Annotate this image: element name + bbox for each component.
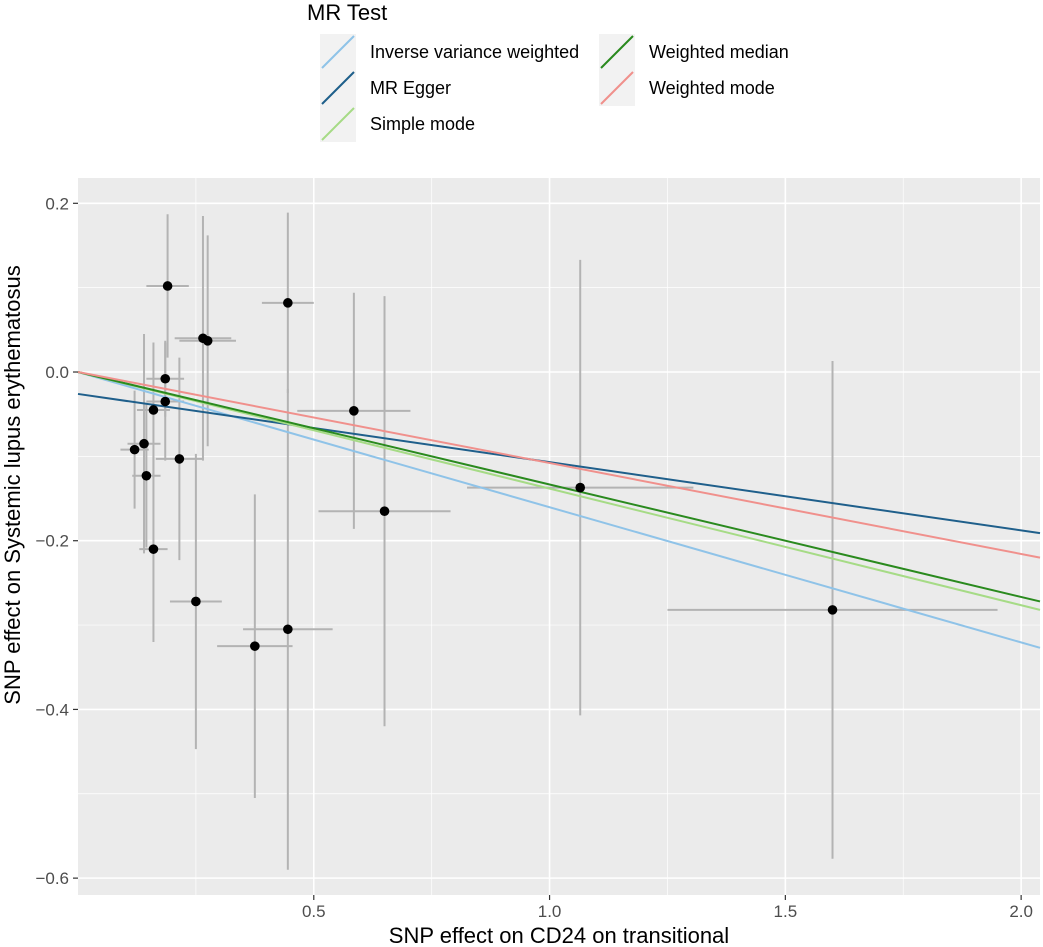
legend-key-line (321, 71, 355, 105)
data-point (379, 506, 390, 516)
data-point (349, 406, 359, 416)
data-point (191, 596, 201, 607)
y-tick-label: −0.4 (35, 700, 69, 719)
legend-label: Simple mode (370, 114, 475, 134)
legend-title: MR Test (307, 0, 387, 25)
legend-label: Weighted mode (649, 78, 775, 98)
data-point (202, 336, 213, 346)
x-tick-label: 0.5 (302, 902, 326, 921)
data-point (162, 281, 173, 291)
data-point (575, 482, 586, 493)
data-point (283, 298, 293, 308)
data-point (129, 444, 140, 455)
legend-label: Inverse variance weighted (370, 42, 579, 62)
legend-key-line (321, 35, 355, 69)
legend-key-line (600, 35, 634, 69)
y-tick-label: 0.0 (45, 363, 69, 382)
fit-line-weighted-mode (77, 371, 1041, 559)
fit-line-simple-mode (77, 371, 1041, 611)
legend: MR Test Inverse variance weighted MR Egge… (307, 0, 789, 142)
y-tick-label: −0.6 (35, 869, 69, 888)
legend-key-line (321, 107, 355, 141)
data-point (148, 405, 159, 415)
data-point (283, 624, 293, 635)
data-point (250, 641, 260, 651)
data-point (174, 454, 185, 464)
x-axis-title: SNP effect on CD24 on transitional (389, 923, 729, 947)
fit-line-weighted-median (77, 371, 1041, 603)
data-point (160, 373, 171, 384)
data-point (148, 544, 159, 554)
legend-key-line (600, 71, 634, 105)
x-tick-label: 1.0 (538, 902, 562, 921)
data-point (139, 438, 149, 449)
legend-label: Weighted median (649, 42, 789, 62)
data-point (160, 396, 171, 407)
data-point (827, 605, 838, 615)
data-point (141, 470, 152, 481)
plot-panel (78, 178, 1040, 895)
y-axis-title: SNP effect on Systemic lupus erythematos… (0, 265, 25, 704)
legend-label: MR Egger (370, 78, 451, 98)
fit-line-mr-egger (77, 392, 1041, 535)
y-tick-label: −0.2 (35, 532, 69, 551)
y-tick-label: 0.2 (45, 194, 69, 213)
x-tick-label: 1.5 (774, 902, 798, 921)
x-tick-label: 2.0 (1009, 902, 1033, 921)
